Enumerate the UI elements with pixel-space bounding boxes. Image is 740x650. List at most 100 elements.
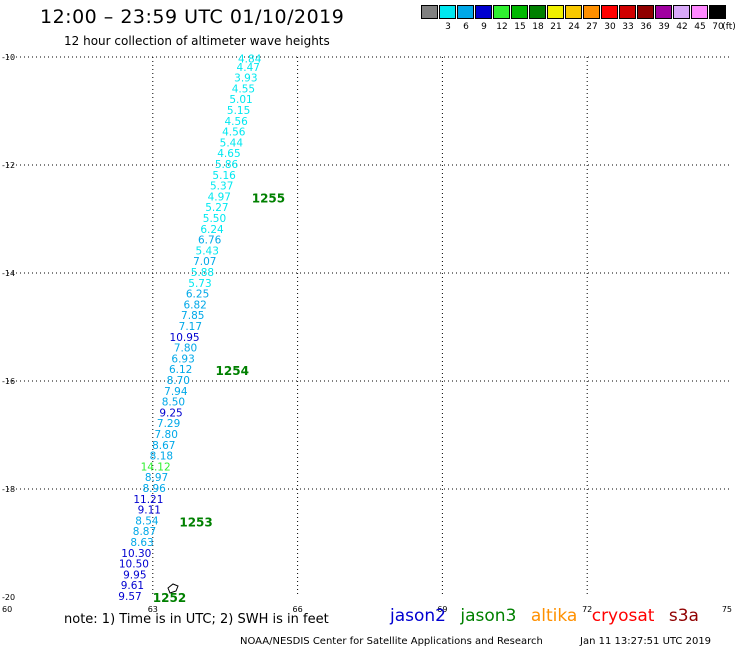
credit-line: NOAA/NESDIS Center for Satellite Applica… [240,636,543,647]
pass-number-label: 1252 [153,591,186,605]
pass-number-label: 1253 [179,515,212,529]
color-scale-label: 24 [568,22,580,32]
color-scale-label: 9 [481,22,487,32]
wave-height-point: 9.25 [159,407,182,419]
wave-height-point: 4.56 [224,116,248,128]
wave-height-point: 6.76 [198,235,222,247]
wave-height-point: 5.27 [205,202,228,214]
y-tick-label: -14 [2,269,15,278]
wave-height-point: 8.54 [135,515,159,527]
color-scale-swatch [709,5,726,19]
color-scale-swatch [547,5,564,19]
color-scale-label: 15 [514,22,526,32]
color-scale-swatch [565,5,582,19]
wave-height-point: 5.15 [227,105,250,117]
wave-height-point: 14.12 [141,461,171,473]
wave-height-point: 8.63 [130,537,153,549]
wave-height-point: 11.21 [133,494,163,506]
y-tick-label: -16 [2,377,15,386]
wave-height-point: 7.94 [164,386,188,398]
generated-timestamp: Jan 11 13:27:51 UTC 2019 [580,636,712,647]
color-scale-unit: (ft) [722,22,736,32]
satellite-jason3: jason3 [460,606,517,626]
color-scale-label: 36 [640,22,652,32]
y-tick-label: -10 [2,53,15,62]
color-scale-label: 21 [550,22,562,32]
y-tick-label: -18 [2,485,15,494]
wave-height-point: 7.80 [155,429,178,441]
wave-height-point: 10.50 [119,559,149,571]
color-scale-swatch [583,5,600,19]
color-scale-label: 39 [658,22,670,32]
wave-height-point: 5.88 [191,267,214,279]
color-scale-swatch [673,5,690,19]
wave-height-point: 5.43 [196,245,219,257]
color-scale-swatch [601,5,618,19]
wave-height-point: 6.12 [169,364,192,376]
color-scale-label: 33 [622,22,634,32]
wave-height-point: 9.95 [123,569,146,581]
island-outline [167,583,179,594]
color-scale-swatch [475,5,492,19]
wave-height-point: 7.29 [157,418,180,430]
wave-height-point: 6.93 [171,353,194,365]
satellite-jason2: jason2 [390,606,446,626]
color-scale-label: 18 [532,22,544,32]
x-tick-label: 63 [148,605,158,614]
wave-height-point: 5.37 [210,181,233,193]
y-tick-label: -12 [2,161,15,170]
wave-height-point: 7.85 [181,310,204,322]
pass-number-label: 1255 [252,191,285,205]
color-scale-label: 30 [604,22,616,32]
color-scale-swatch [457,5,474,19]
color-scale-swatch [529,5,546,19]
color-scale-label: 3 [445,22,451,32]
wave-height-point: 5.01 [229,94,252,106]
color-scale-label: 12 [496,22,508,32]
wave-height-point: 4.84 [238,54,262,66]
color-scale-label: 45 [694,22,706,32]
wave-height-point: 5.44 [220,137,244,149]
chart-title: 12:00 – 23:59 UTC 01/10/2019 [40,6,345,28]
satellite-s3a: s3a [668,606,699,626]
footer-note: note: 1) Time is in UTC; 2) SWH is in fe… [64,612,329,627]
pass-number-label: 1254 [216,364,249,378]
color-scale-label: 27 [586,22,598,32]
color-scale-swatch [439,5,456,19]
wave-height-point: 7.17 [179,321,202,333]
wave-height-point: 5.73 [188,278,211,290]
wave-height-point: 8.50 [162,397,185,409]
wave-height-point: 10.30 [121,548,151,560]
color-scale-label: 70 [712,22,724,32]
y-tick-label: -20 [2,593,15,602]
color-scale-label: 6 [463,22,469,32]
wave-height-point: 4.56 [222,127,246,139]
wave-height-point: 8.67 [152,440,175,452]
wave-height-point: 10.95 [170,332,200,344]
wave-height-point: 5.86 [215,159,239,171]
wave-height-point: 7.07 [193,256,216,268]
color-scale-swatch [511,5,528,19]
wave-height-point: 4.65 [217,148,240,160]
chart-subtitle: 12 hour collection of altimeter wave hei… [64,34,330,48]
wave-height-point: 8.70 [167,375,190,387]
wave-height-point: 7.80 [174,343,197,355]
wave-height-point: 8.18 [150,451,173,463]
color-scale-swatch [493,5,510,19]
wave-height-point: 5.16 [212,170,236,182]
color-scale-swatch [637,5,654,19]
wave-height-point: 9.57 [118,591,141,603]
color-scale-swatch [691,5,708,19]
wave-height-point: 6.25 [186,289,209,301]
wave-height-point: 4.55 [232,83,255,95]
x-tick-label: 60 [2,605,12,614]
color-scale-label: 42 [676,22,688,32]
x-tick-label: 72 [582,605,592,614]
wave-height-point: 8.87 [133,526,156,538]
color-scale-swatch [421,5,438,19]
color-scale-swatch [655,5,672,19]
wave-height-point: 6.82 [183,299,206,311]
wave-height-point: 9.11 [138,505,161,517]
wave-height-point: 3.93 [234,73,257,85]
